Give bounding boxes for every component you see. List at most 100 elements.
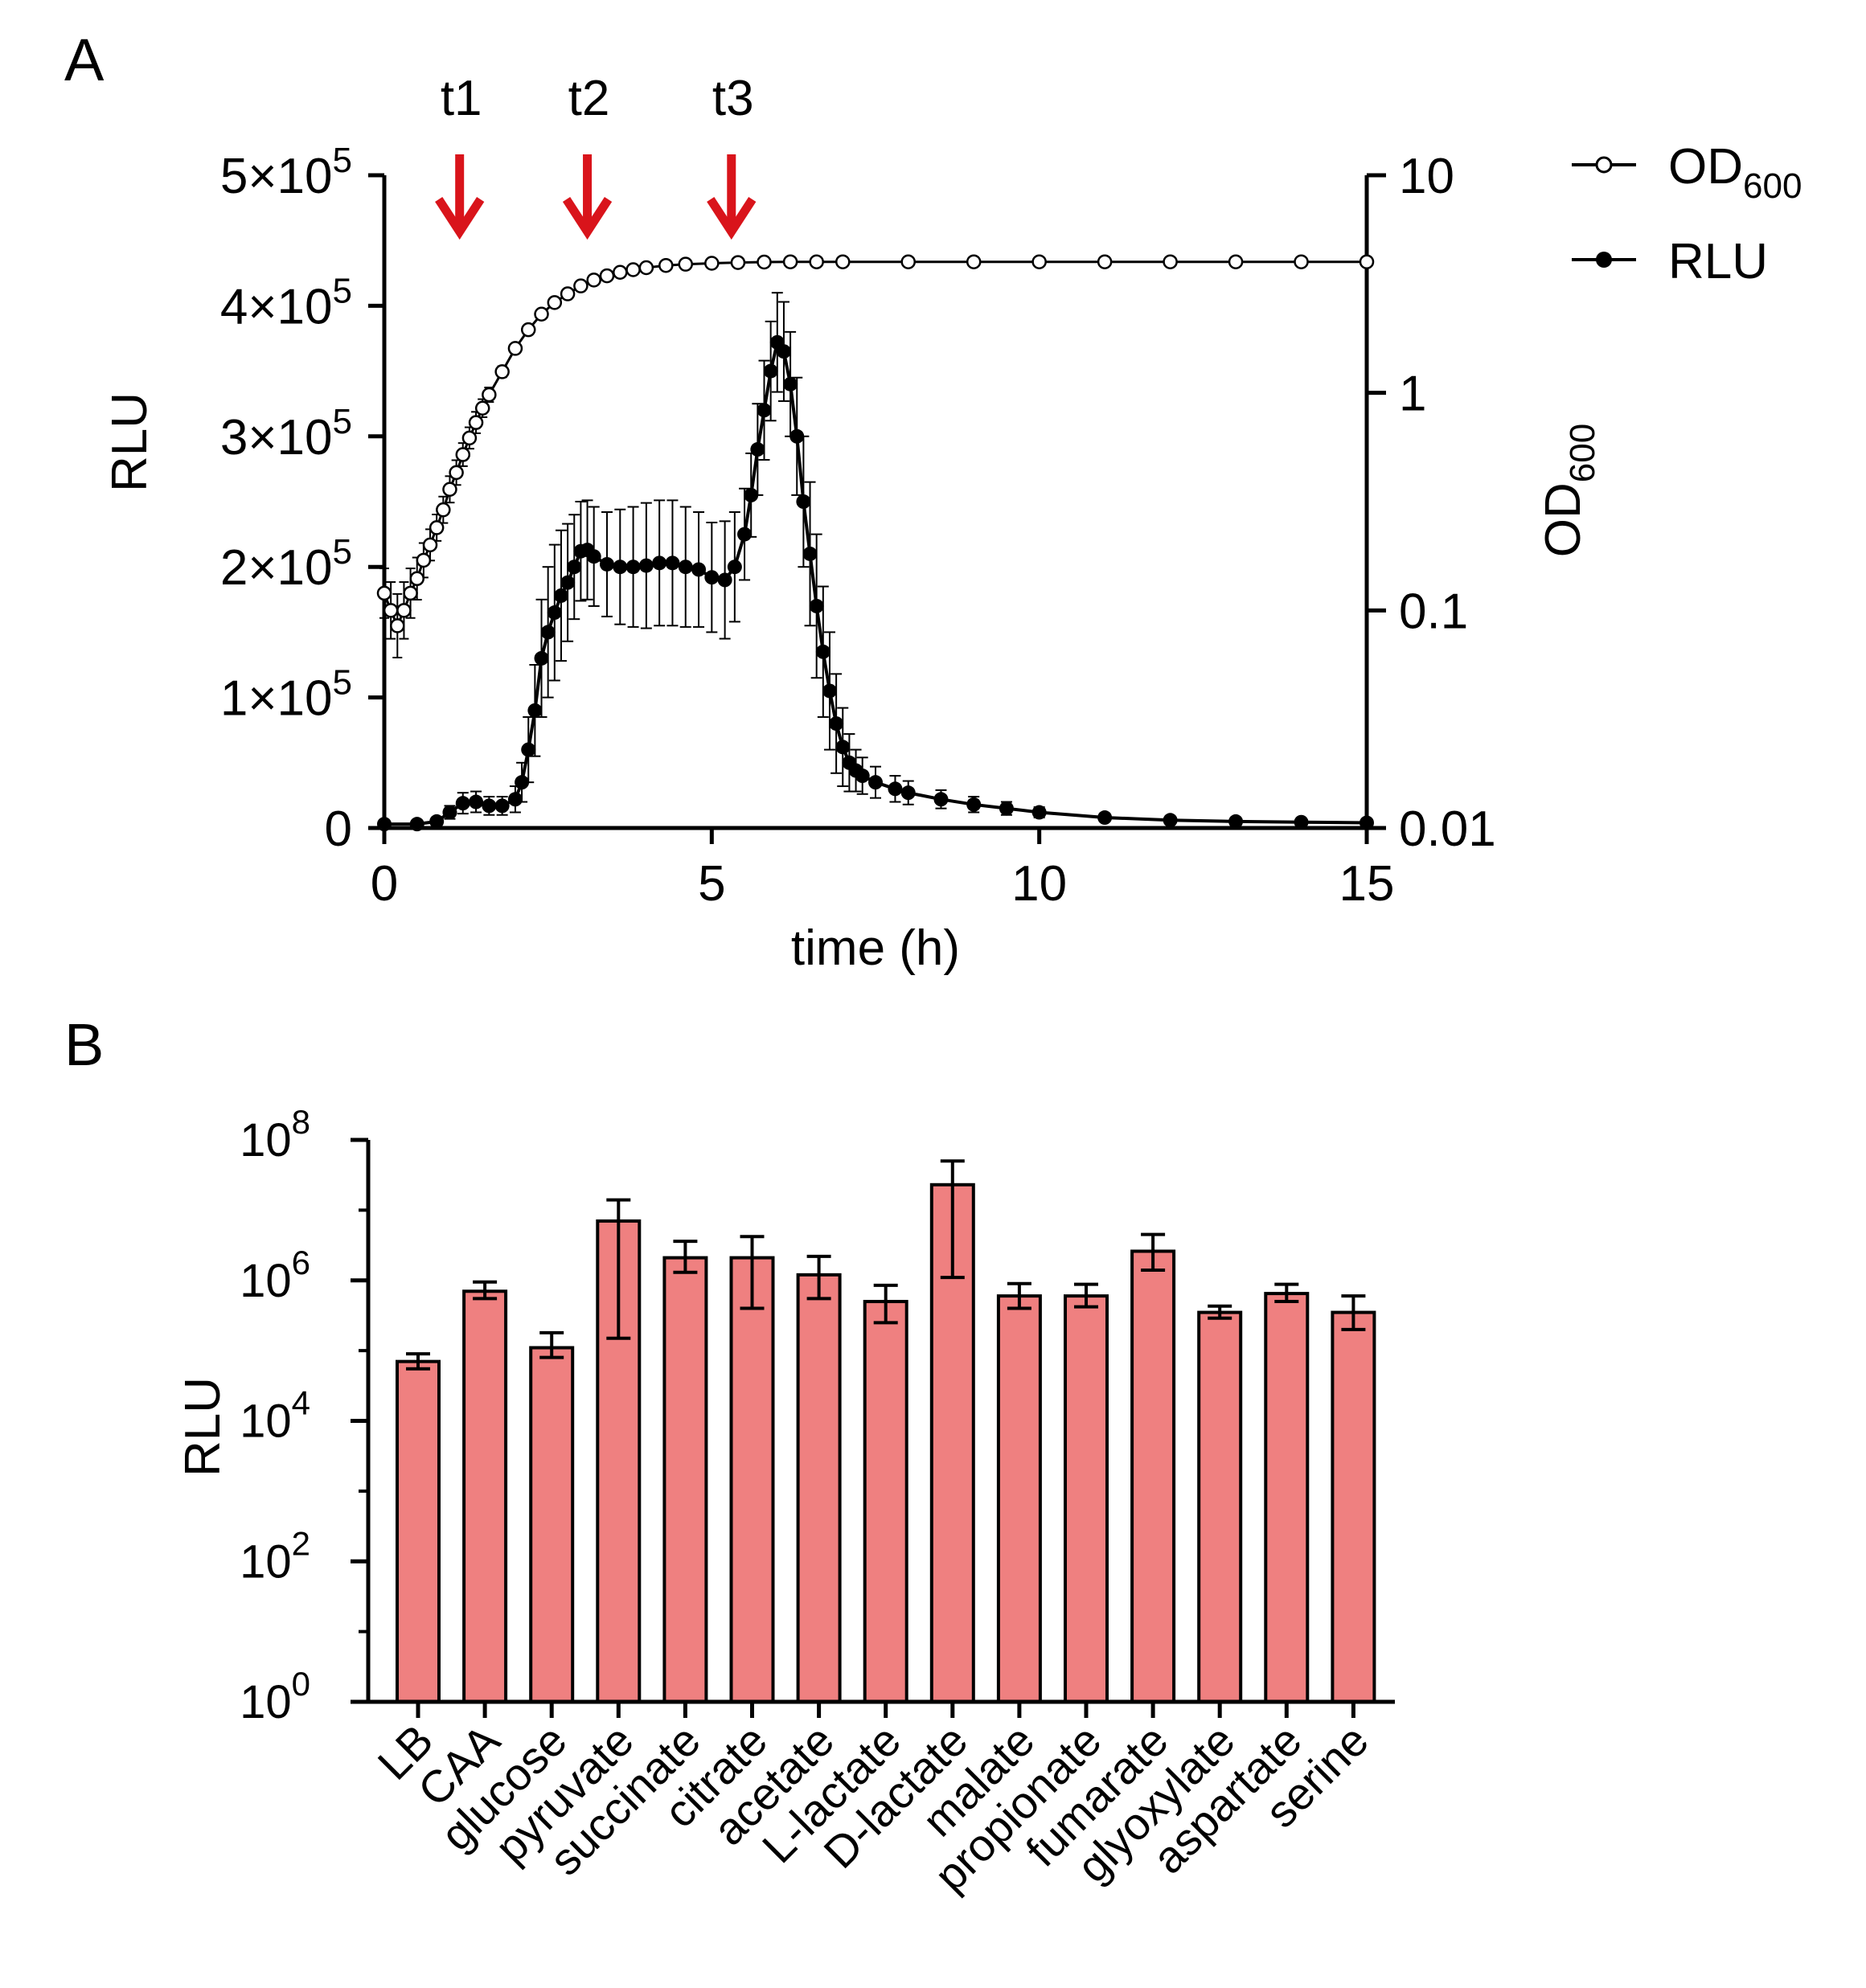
- panel-b-label: B: [64, 1011, 104, 1078]
- rlu-point: [999, 801, 1014, 816]
- x-tick-label: 0: [371, 856, 398, 912]
- od600-point: [900, 254, 916, 269]
- rlu-point: [377, 817, 392, 832]
- annotation-label-t3: t3: [712, 71, 754, 126]
- rlu-point: [442, 805, 457, 820]
- tick-base: 3×10: [220, 410, 333, 465]
- left-y-tick-label: 2×105: [220, 532, 352, 596]
- od600-point: [390, 618, 405, 633]
- od600-point: [599, 268, 615, 284]
- tick-base: 4×10: [220, 279, 333, 334]
- tick-exponent: 2: [292, 1524, 310, 1562]
- od600-point: [474, 400, 490, 416]
- right-y-ticks: 0.01 0.1 1 10: [1367, 149, 1496, 857]
- od600-point: [730, 255, 746, 270]
- rlu-point: [855, 769, 870, 784]
- od600-point: [1031, 254, 1047, 269]
- right-y-axis-title-main: OD: [1536, 482, 1591, 557]
- rlu-point: [888, 781, 903, 797]
- od600-point: [678, 256, 693, 272]
- od600-point: [966, 254, 982, 269]
- rlu-point: [717, 572, 732, 588]
- od600-point: [461, 430, 478, 446]
- od600-point: [547, 295, 563, 310]
- tick-exponent: 6: [292, 1244, 310, 1281]
- rlu-point: [750, 442, 765, 457]
- rlu-point: [900, 785, 916, 801]
- rlu-point: [678, 560, 693, 575]
- b-y-axis-title: RLU: [175, 1377, 231, 1477]
- od600-point: [613, 264, 628, 280]
- rlu-point: [665, 555, 680, 571]
- left-y-axis-title: RLU: [102, 392, 158, 492]
- right-y-axis-title: OD600: [1536, 424, 1602, 557]
- od600-line: [383, 260, 1367, 629]
- legend-od600-label: OD600: [1668, 139, 1802, 206]
- bar-acetate: [796, 1273, 842, 1703]
- bar-glucose: [529, 1346, 575, 1703]
- rlu-point: [494, 798, 510, 814]
- b-y-tick-label: 108: [240, 1103, 310, 1166]
- right-y-tick-label: 10: [1399, 149, 1454, 204]
- od600-point: [1294, 254, 1309, 269]
- od600-point: [1228, 254, 1244, 269]
- bar-succinate: [662, 1256, 708, 1703]
- rlu-point: [469, 794, 484, 810]
- left-y-tick-label: 3×105: [220, 402, 352, 465]
- right-y-tick-label: 1: [1399, 367, 1426, 422]
- rlu-point: [1360, 815, 1374, 830]
- b-y-tick-label: 104: [240, 1384, 310, 1448]
- legend-entry-rlu: RLU: [1572, 234, 1768, 289]
- x-ticks: 0 5 10 15: [371, 828, 1395, 912]
- rlu-point: [521, 742, 536, 757]
- x-tick-label: 15: [1339, 856, 1395, 912]
- legend-od600-name: OD: [1668, 139, 1743, 195]
- rlu-point: [1097, 810, 1113, 826]
- rlu-point: [757, 403, 772, 418]
- x-tick-label: 5: [698, 856, 725, 912]
- od600-point: [658, 257, 674, 273]
- od600-point: [449, 465, 464, 481]
- od600-point: [494, 364, 510, 379]
- od600-point: [455, 447, 471, 462]
- rlu-point: [809, 598, 824, 613]
- od600-point: [468, 415, 484, 430]
- od600-point: [782, 254, 798, 269]
- panel-a-label: A: [64, 27, 105, 93]
- od600-point: [482, 387, 497, 403]
- rlu-point: [409, 817, 424, 832]
- time-point-annotations: t1 t2 t3: [435, 71, 757, 240]
- bar-aspartate: [1264, 1292, 1310, 1703]
- right-y-tick-label: 0.01: [1399, 801, 1496, 857]
- left-y-tick-label: 1×105: [220, 663, 352, 727]
- rlu-point: [1163, 813, 1178, 828]
- rlu-point: [783, 376, 798, 391]
- tick-base: 10: [240, 1535, 292, 1588]
- rlu-point: [515, 775, 530, 790]
- od600-point: [573, 278, 589, 293]
- od600-point: [409, 571, 424, 587]
- tick-base: 5×10: [220, 149, 333, 204]
- od600-point: [586, 273, 601, 288]
- rlu-point: [802, 546, 818, 561]
- tick-exponent: 5: [333, 141, 352, 180]
- rlu-point: [599, 556, 614, 572]
- od600-point: [383, 603, 399, 618]
- tick-exponent: 5: [333, 271, 352, 310]
- tick-exponent: 5: [333, 402, 352, 441]
- x-tick-label: 10: [1011, 856, 1067, 912]
- od600-point: [429, 520, 445, 535]
- rlu-point: [560, 575, 576, 590]
- legend-entry-od600: OD600: [1572, 139, 1802, 206]
- annotation-arrow-head: [562, 197, 613, 240]
- bar-malate: [996, 1294, 1042, 1703]
- od600-point: [757, 254, 772, 270]
- rlu-point: [586, 549, 601, 564]
- b-y-tick-label: 100: [240, 1665, 310, 1728]
- od600-point: [520, 322, 536, 338]
- tick-base: 1×10: [220, 671, 333, 727]
- od600-point: [625, 262, 641, 277]
- right-y-axis-title-sub: 600: [1563, 424, 1602, 482]
